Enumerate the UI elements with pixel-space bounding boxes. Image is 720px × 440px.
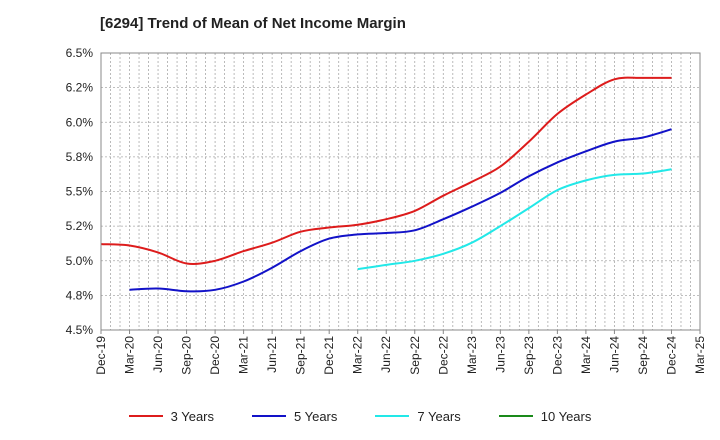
chart-title: [6294] Trend of Mean of Net Income Margi… xyxy=(100,15,406,32)
y-tick-label: 6.2% xyxy=(66,81,94,95)
x-tick-label: Sep-24 xyxy=(636,336,650,375)
legend-label: 7 Years xyxy=(417,408,461,424)
x-tick-label: Dec-19 xyxy=(94,336,108,375)
x-tick-label: Dec-22 xyxy=(436,336,450,375)
series-line-7-years xyxy=(357,168,672,271)
x-tick-label: Mar-23 xyxy=(465,336,479,374)
x-tick-label: Jun-24 xyxy=(607,336,621,373)
series-line-3-years xyxy=(100,76,672,265)
grid-lines xyxy=(101,53,700,330)
x-tick-label: Dec-20 xyxy=(208,336,222,375)
x-tick-label: Dec-23 xyxy=(550,336,564,375)
plot-area-border xyxy=(100,52,701,331)
legend-swatch xyxy=(375,415,410,417)
x-tick-label: Sep-22 xyxy=(408,336,422,375)
x-tick-label: Dec-21 xyxy=(322,336,336,375)
series-line-5-years xyxy=(129,128,672,293)
y-axis-ticks: 4.5% 4.8% 5.0% 5.2% 5.5% 5.8% 6.0% 6.2% 6.5% xyxy=(66,46,94,337)
y-tick-label: 4.8% xyxy=(66,288,94,302)
series-lines xyxy=(100,76,672,293)
x-tick-label: Mar-24 xyxy=(579,336,593,374)
y-tick-label: 5.2% xyxy=(66,219,94,233)
legend-item-7-years: 7 Years xyxy=(375,408,461,424)
legend-item-10-years: 10 Years xyxy=(498,408,592,424)
y-tick-label: 4.5% xyxy=(66,323,94,337)
y-tick-label: 5.0% xyxy=(66,254,94,268)
x-tick-label: Sep-23 xyxy=(522,336,536,375)
x-tick-label: Sep-21 xyxy=(294,336,308,375)
legend: 3 Years 5 Years 7 Years 10 Years xyxy=(0,404,720,428)
y-tick-label: 6.0% xyxy=(66,115,94,129)
x-tick-label: Jun-23 xyxy=(493,336,507,373)
x-axis-ticks: Dec-19 Mar-20 Jun-20 Sep-20 Dec-20 Mar-21 Jun-… xyxy=(94,330,707,375)
y-tick-label: 5.5% xyxy=(66,185,94,199)
x-tick-label: Sep-20 xyxy=(180,336,194,375)
legend-item-5-years: 5 Years xyxy=(252,409,337,424)
legend-swatch xyxy=(498,415,533,417)
x-tick-label: Jun-22 xyxy=(379,336,393,373)
y-tick-label: 5.8% xyxy=(66,150,94,164)
y-tick-label: 6.5% xyxy=(66,46,94,60)
legend-swatch xyxy=(252,415,286,417)
legend-swatch xyxy=(128,415,163,417)
x-tick-label: Mar-25 xyxy=(693,336,707,374)
legend-label: 5 Years xyxy=(294,408,338,424)
legend-item-3-years: 3 Years xyxy=(128,408,214,424)
legend-label: 3 Years xyxy=(170,408,214,424)
x-tick-label: Jun-21 xyxy=(265,336,279,373)
x-tick-label: Jun-20 xyxy=(151,336,165,373)
x-tick-label: Dec-24 xyxy=(664,336,678,375)
x-tick-label: Mar-21 xyxy=(237,336,251,374)
x-tick-label: Mar-22 xyxy=(351,336,365,374)
x-tick-label: Mar-20 xyxy=(123,336,137,374)
legend-label: 10 Years xyxy=(540,408,592,424)
